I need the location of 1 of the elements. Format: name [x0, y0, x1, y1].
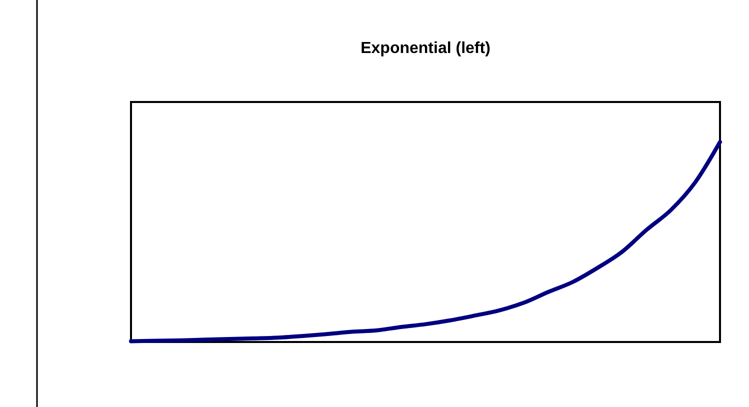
chart-title: Exponential (left) [360, 40, 490, 57]
